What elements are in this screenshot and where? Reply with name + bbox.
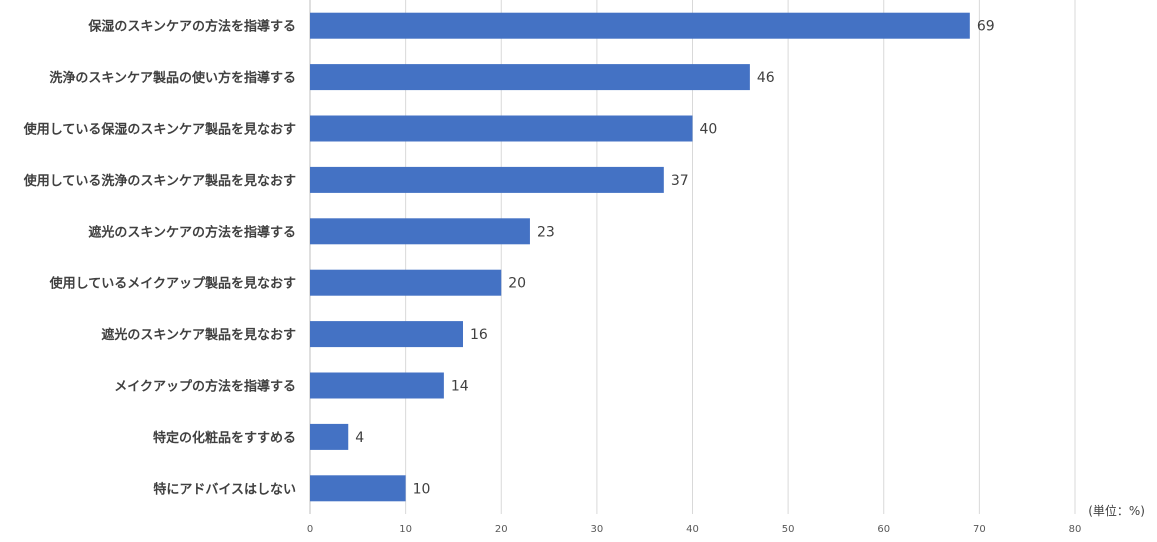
x-tick-label: 40 [686, 524, 699, 535]
bar [310, 218, 530, 245]
x-tick-label: 60 [877, 524, 890, 535]
bar [310, 166, 664, 193]
category-label: 使用しているメイクアップ製品を見なおす [49, 276, 296, 292]
category-label: 特定の化粧品をすすめる [153, 430, 296, 446]
x-tick-label: 0 [307, 524, 313, 535]
category-labels: 保湿のスキンケアの方法を指導する洗浄のスキンケア製品の使い方を指導する使用してい… [23, 19, 296, 498]
data-label: 16 [470, 327, 488, 343]
x-tick-label: 80 [1069, 524, 1082, 535]
bars [310, 12, 970, 502]
data-label: 14 [451, 379, 469, 395]
value-labels: 69 46 40 37 23 20 16 14 4 10 [355, 19, 994, 498]
data-label: 40 [700, 122, 718, 138]
category-label: 保湿のスキンケアの方法を指導する [87, 19, 296, 35]
data-label: 4 [355, 430, 364, 446]
bar [310, 64, 750, 91]
data-label: 20 [508, 276, 526, 292]
category-label: 使用している保湿のスキンケア製品を見なおす [23, 122, 296, 138]
category-label: 遮光のスキンケア製品を見なおす [101, 327, 296, 343]
category-label: 使用している洗浄のスキンケア製品を見なおす [23, 173, 296, 189]
category-label: メイクアップの方法を指導する [114, 379, 296, 395]
bar [310, 372, 444, 399]
data-label: 10 [413, 481, 431, 497]
x-tick-label: 50 [782, 524, 795, 535]
bar [310, 423, 349, 450]
x-tick-label: 10 [399, 524, 412, 535]
data-label: 69 [977, 19, 995, 35]
category-label: 洗浄のスキンケア製品の使い方を指導する [49, 70, 296, 86]
x-tick-label: 70 [973, 524, 986, 535]
category-label: 遮光のスキンケアの方法を指導する [88, 224, 296, 240]
unit-note: (単位：%) [1088, 504, 1145, 518]
bar [310, 475, 406, 502]
bar [310, 269, 502, 296]
bar [310, 115, 693, 142]
bar [310, 321, 463, 348]
x-tick-label: 30 [591, 524, 604, 535]
bar [310, 12, 970, 39]
category-label: 特にアドバイスはしない [153, 481, 296, 497]
x-axis-ticks: 0 10 20 30 40 50 60 70 80 [307, 524, 1082, 535]
x-tick-label: 20 [495, 524, 508, 535]
data-label: 23 [537, 224, 555, 240]
data-label: 46 [757, 70, 775, 86]
data-label: 37 [671, 173, 689, 189]
